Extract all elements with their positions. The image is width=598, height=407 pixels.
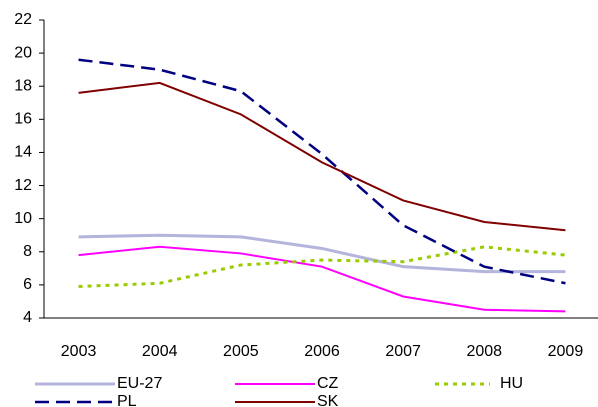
x-tick-label: 2004 <box>142 343 178 360</box>
legend-label: HU <box>500 375 523 392</box>
legend-label: CZ <box>317 375 339 392</box>
x-tick-label: 2008 <box>466 343 502 360</box>
x-tick-label: 2007 <box>385 343 421 360</box>
y-tick-label: 12 <box>14 177 32 194</box>
y-tick-label: 16 <box>14 111 32 128</box>
y-tick-label: 10 <box>14 210 32 227</box>
legend-label: PL <box>117 393 137 407</box>
series-line <box>78 58 566 285</box>
y-tick-label: 22 <box>14 11 32 28</box>
series-line <box>78 245 566 313</box>
x-tick-label: 2009 <box>548 343 584 360</box>
x-tick-label: 2005 <box>223 343 259 360</box>
y-tick-label: 14 <box>14 144 32 161</box>
y-tick-label: 4 <box>23 309 32 326</box>
legend-label: EU-27 <box>117 375 162 392</box>
y-tick-label: 18 <box>14 77 32 94</box>
y-tick-label: 6 <box>23 276 32 293</box>
y-tick-label: 20 <box>14 44 32 61</box>
series-line <box>78 245 566 289</box>
series-line <box>78 81 566 232</box>
series-line <box>78 233 566 274</box>
x-tick-label: 2003 <box>61 343 97 360</box>
y-tick-label: 8 <box>23 243 32 260</box>
x-tick-label: 2006 <box>304 343 340 360</box>
legend-label: SK <box>317 393 339 407</box>
